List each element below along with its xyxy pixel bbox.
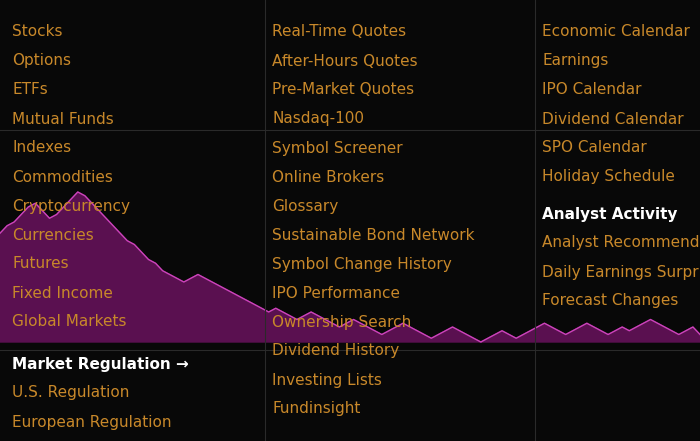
- Text: Cryptocurrency: Cryptocurrency: [12, 198, 130, 213]
- Text: Stocks: Stocks: [12, 25, 62, 40]
- Text: Global Markets: Global Markets: [12, 314, 127, 329]
- Text: Analyst Activity: Analyst Activity: [542, 206, 678, 221]
- Text: Pre-Market Quotes: Pre-Market Quotes: [272, 82, 414, 97]
- Text: After-Hours Quotes: After-Hours Quotes: [272, 53, 418, 68]
- Text: IPO Performance: IPO Performance: [272, 285, 400, 300]
- Text: Earnings: Earnings: [542, 53, 608, 68]
- Text: Nasdaq-100: Nasdaq-100: [272, 112, 364, 127]
- Text: Symbol Change History: Symbol Change History: [272, 257, 452, 272]
- Text: Ownership Search: Ownership Search: [272, 314, 412, 329]
- Text: Futures: Futures: [12, 257, 69, 272]
- Text: U.S. Regulation: U.S. Regulation: [12, 385, 130, 400]
- Text: ETFs: ETFs: [12, 82, 48, 97]
- Text: Currencies: Currencies: [12, 228, 94, 243]
- Text: Commodities: Commodities: [12, 169, 113, 184]
- Polygon shape: [0, 192, 700, 342]
- Text: Glossary: Glossary: [272, 198, 338, 213]
- Text: Fixed Income: Fixed Income: [12, 285, 113, 300]
- Text: SPO Calendar: SPO Calendar: [542, 141, 647, 156]
- Text: Forecast Changes: Forecast Changes: [542, 294, 678, 309]
- Text: Real-Time Quotes: Real-Time Quotes: [272, 25, 406, 40]
- Text: Dividend Calendar: Dividend Calendar: [542, 112, 684, 127]
- Text: Options: Options: [12, 53, 71, 68]
- Text: Holiday Schedule: Holiday Schedule: [542, 169, 675, 184]
- Text: Analyst Recommendati…: Analyst Recommendati…: [542, 235, 700, 250]
- Text: Sustainable Bond Network: Sustainable Bond Network: [272, 228, 475, 243]
- Text: Mutual Funds: Mutual Funds: [12, 112, 113, 127]
- Text: Indexes: Indexes: [12, 141, 71, 156]
- Text: Market Regulation →: Market Regulation →: [12, 356, 189, 371]
- Text: Fundinsight: Fundinsight: [272, 401, 360, 416]
- Text: Symbol Screener: Symbol Screener: [272, 141, 402, 156]
- Text: Dividend History: Dividend History: [272, 344, 399, 359]
- Text: European Regulation: European Regulation: [12, 415, 172, 430]
- Text: IPO Calendar: IPO Calendar: [542, 82, 641, 97]
- Text: Online Brokers: Online Brokers: [272, 169, 384, 184]
- Text: Daily Earnings Surprise: Daily Earnings Surprise: [542, 265, 700, 280]
- Text: Investing Lists: Investing Lists: [272, 373, 382, 388]
- Text: Economic Calendar: Economic Calendar: [542, 25, 690, 40]
